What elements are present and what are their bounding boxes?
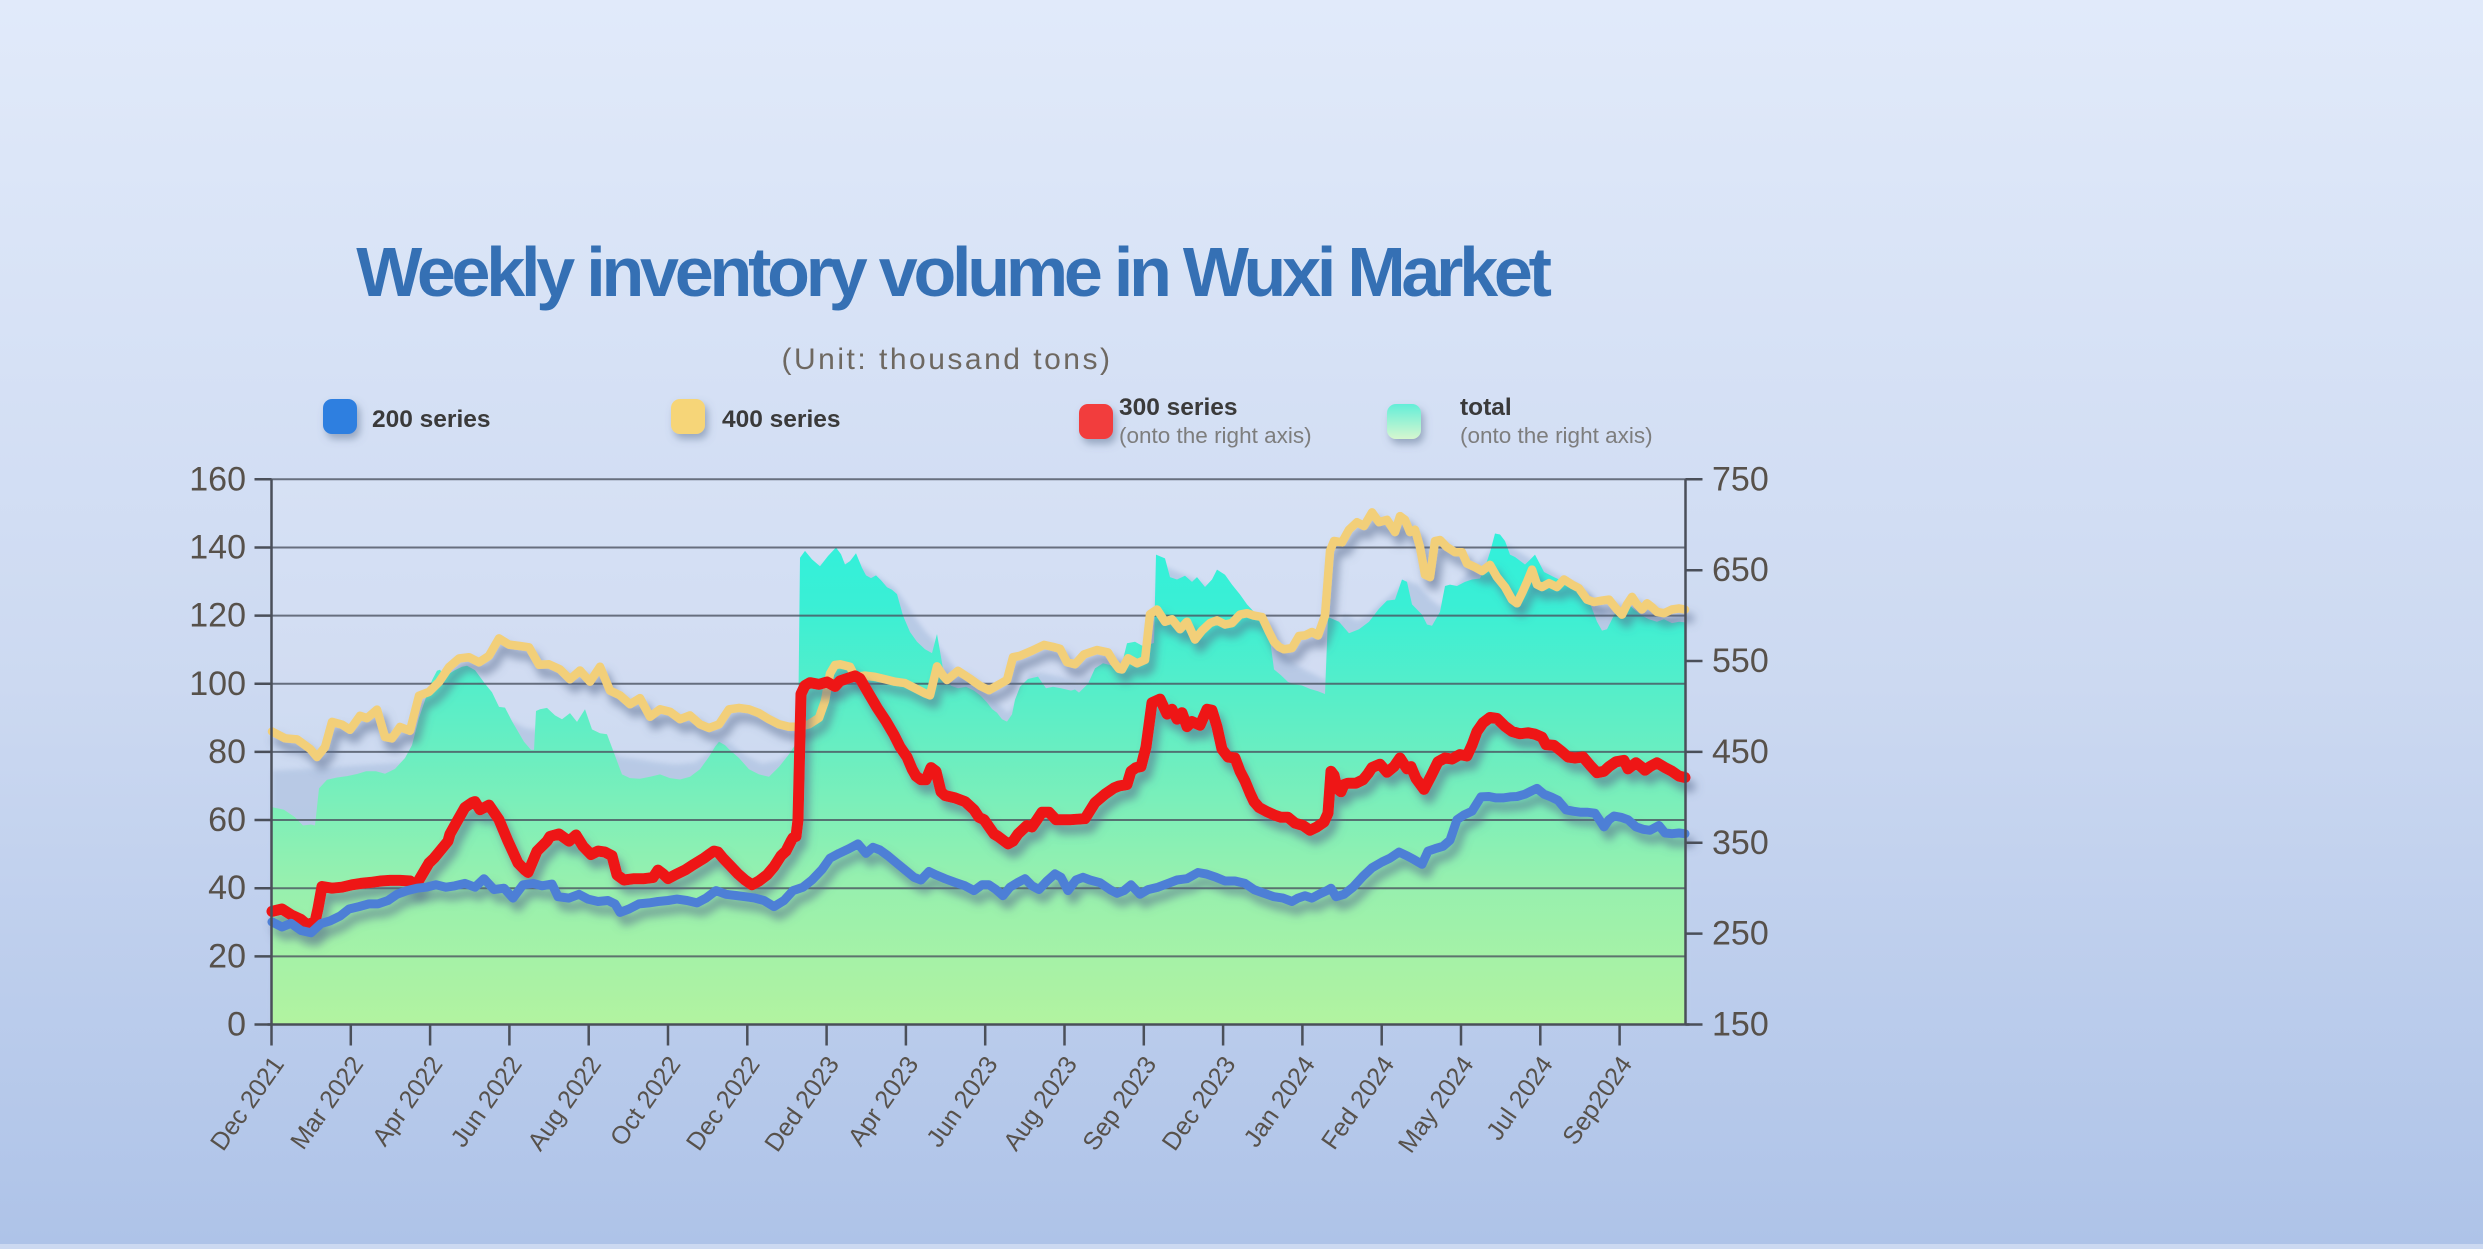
svg-text:750: 750	[1712, 460, 1769, 498]
svg-text:550: 550	[1712, 642, 1769, 680]
svg-text:0: 0	[227, 1006, 246, 1044]
svg-text:60: 60	[208, 801, 246, 839]
svg-text:total: total	[1460, 394, 1512, 421]
svg-text:(onto the right axis): (onto the right axis)	[1460, 423, 1653, 448]
svg-text:Weekly inventory volume in Wux: Weekly inventory volume in Wuxi Market	[356, 233, 1551, 311]
svg-text:40: 40	[208, 869, 246, 907]
svg-text:300 series: 300 series	[1119, 394, 1238, 421]
svg-text:(Unit: thousand tons): (Unit: thousand tons)	[782, 343, 1113, 376]
svg-text:150: 150	[1712, 1006, 1769, 1044]
svg-text:140: 140	[189, 529, 246, 567]
svg-text:120: 120	[189, 597, 246, 635]
svg-text:(onto the right axis): (onto the right axis)	[1119, 423, 1312, 448]
svg-text:100: 100	[189, 665, 246, 703]
svg-text:450: 450	[1712, 733, 1769, 771]
svg-text:20: 20	[208, 937, 246, 975]
svg-text:650: 650	[1712, 551, 1769, 589]
svg-text:250: 250	[1712, 915, 1769, 953]
svg-text:160: 160	[189, 460, 246, 498]
svg-text:350: 350	[1712, 824, 1769, 862]
svg-text:80: 80	[208, 733, 246, 771]
svg-text:200 series: 200 series	[372, 406, 491, 433]
svg-text:400 series: 400 series	[722, 406, 841, 433]
